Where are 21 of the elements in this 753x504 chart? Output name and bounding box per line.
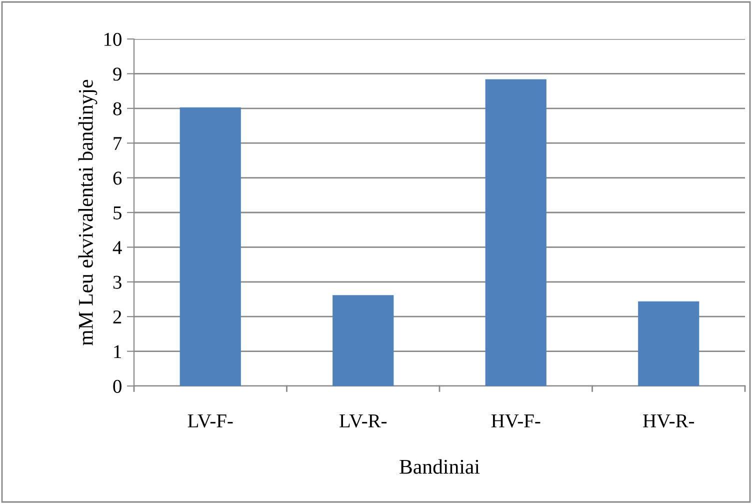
y-tick-label: 10 <box>104 32 122 46</box>
x-tick-label: HV-F- <box>491 414 540 428</box>
x-axis-title: Bandiniai <box>400 459 480 474</box>
y-tick-label: 7 <box>114 137 122 150</box>
x-tick-label: LV-F- <box>188 414 233 428</box>
x-tick-label: LV-R- <box>340 414 387 428</box>
bar <box>485 79 546 386</box>
y-tick-label: 3 <box>113 276 122 289</box>
y-tick-label: 2 <box>113 310 122 324</box>
bar <box>332 295 394 386</box>
y-tick-label: 8 <box>113 102 122 116</box>
bar <box>638 301 700 386</box>
y-axis-title: mM Leu ekvivalentai bandinyje <box>78 80 98 346</box>
y-tick-label: 1 <box>114 345 122 358</box>
y-tick-label: 5 <box>114 206 122 220</box>
y-tick-label: 9 <box>113 68 122 81</box>
bar <box>180 107 241 386</box>
y-tick-label: 6 <box>113 172 122 185</box>
y-tick-label: 0 <box>113 380 122 393</box>
x-tick-label: HV-R- <box>643 414 694 428</box>
y-tick-label: 4 <box>112 241 122 254</box>
